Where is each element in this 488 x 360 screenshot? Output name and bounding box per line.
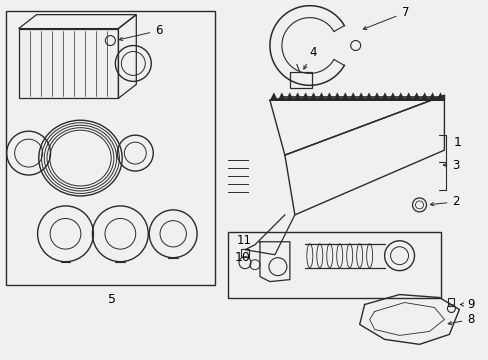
Polygon shape [285,92,293,100]
Text: 9: 9 [459,298,474,311]
Polygon shape [380,92,388,100]
Polygon shape [412,92,420,100]
Polygon shape [269,92,277,100]
Text: 11: 11 [236,234,251,247]
Polygon shape [404,92,412,100]
Polygon shape [427,92,436,100]
Text: 2: 2 [429,195,459,208]
Polygon shape [396,92,404,100]
Text: 4: 4 [303,46,317,69]
Polygon shape [293,92,301,100]
Polygon shape [356,92,365,100]
Text: 10: 10 [235,251,250,264]
Bar [289,72,311,88]
Polygon shape [365,92,372,100]
Text: 1: 1 [452,136,460,149]
Bar [227,232,441,298]
Polygon shape [333,92,341,100]
Bar [447,298,453,306]
Text: 3: 3 [443,158,459,172]
Polygon shape [277,92,285,100]
Bar [6,11,215,285]
Polygon shape [309,92,317,100]
Text: 7: 7 [363,6,408,30]
Polygon shape [388,92,396,100]
Bar [241,249,248,257]
Text: 6: 6 [119,24,163,41]
Polygon shape [372,92,380,100]
Polygon shape [317,92,325,100]
Polygon shape [436,92,444,100]
Polygon shape [341,92,348,100]
Text: 8: 8 [447,313,474,326]
Polygon shape [301,92,309,100]
Polygon shape [348,92,356,100]
Polygon shape [420,92,427,100]
Polygon shape [325,92,333,100]
Text: 5: 5 [108,293,116,306]
